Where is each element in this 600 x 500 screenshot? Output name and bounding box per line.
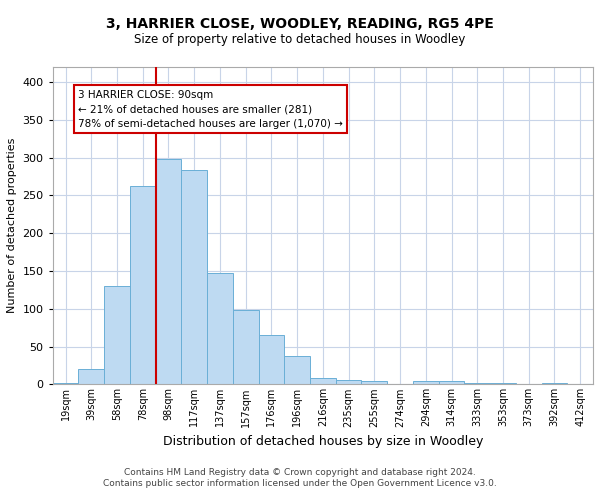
Bar (104, 286, 130, 384)
Text: 3 HARRIER CLOSE: 90sqm
← 21% of detached houses are smaller (281)
78% of semi-de: 3 HARRIER CLOSE: 90sqm ← 21% of detached… (79, 90, 343, 129)
Bar (490, 383, 516, 384)
Bar (464, 383, 490, 384)
Bar (542, 383, 568, 384)
Bar (284, 356, 310, 384)
Text: Size of property relative to detached houses in Woodley: Size of property relative to detached ho… (134, 33, 466, 46)
X-axis label: Distribution of detached houses by size in Woodley: Distribution of detached houses by size … (163, 435, 483, 448)
Bar (413, 380, 439, 384)
Bar (310, 378, 336, 384)
Text: Contains HM Land Registry data © Crown copyright and database right 2024.
Contai: Contains HM Land Registry data © Crown c… (103, 468, 497, 487)
Bar (439, 382, 464, 384)
Bar (181, 170, 207, 384)
Bar (53, 383, 79, 384)
Bar (155, 159, 181, 384)
Bar (336, 380, 361, 384)
Y-axis label: Number of detached properties: Number of detached properties (7, 138, 17, 314)
Bar (361, 382, 387, 384)
Bar (233, 310, 259, 384)
Bar (79, 370, 104, 384)
Text: 3, HARRIER CLOSE, WOODLEY, READING, RG5 4PE: 3, HARRIER CLOSE, WOODLEY, READING, RG5 … (106, 18, 494, 32)
Bar (259, 336, 284, 384)
Bar (130, 186, 155, 384)
Bar (207, 274, 233, 384)
